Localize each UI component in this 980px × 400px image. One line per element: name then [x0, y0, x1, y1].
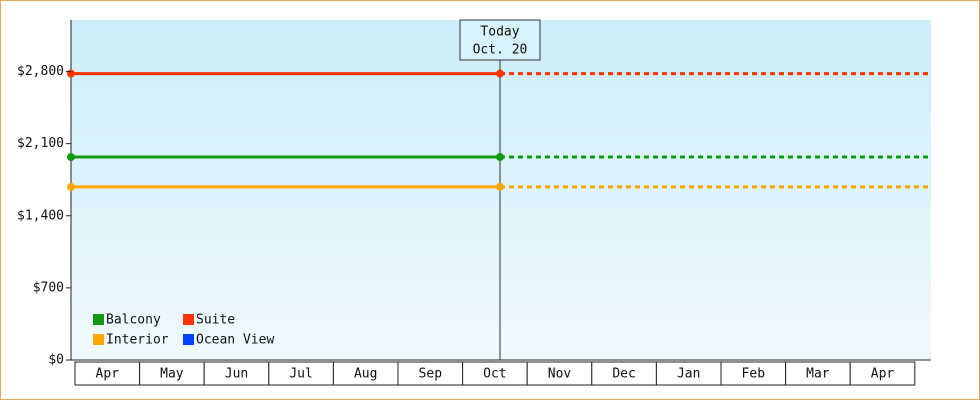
start-dot — [67, 69, 75, 78]
legend-swatch — [93, 314, 104, 325]
legend-label: Suite — [196, 313, 235, 328]
x-tick-label: Sep — [419, 367, 443, 382]
month-cell — [849, 361, 916, 386]
start-dot — [67, 182, 75, 191]
today-box — [459, 19, 541, 61]
x-tick-label: Aug — [354, 367, 377, 382]
y-tick-label: $0 — [48, 353, 64, 368]
x-tick-label: Jan — [677, 367, 700, 382]
legend-swatch — [93, 334, 104, 345]
x-tick-label: Dec — [612, 367, 635, 382]
y-tick-label: $2,800 — [17, 64, 64, 79]
y-tick-label: $700 — [33, 280, 64, 295]
x-tick-label: Feb — [742, 367, 766, 382]
legend-label: Interior — [106, 333, 169, 348]
x-tick-label: Apr — [96, 367, 120, 382]
today-title: Today — [480, 25, 519, 40]
legend-label: Balcony — [106, 313, 161, 328]
x-tick-label: Mar — [806, 367, 830, 382]
x-tick-label: Nov — [548, 367, 572, 382]
x-tick-label: Jul — [289, 367, 312, 382]
legend-label: Ocean View — [196, 333, 274, 348]
x-tick-label: Oct — [483, 367, 506, 382]
today-date: Oct. 20 — [473, 43, 528, 58]
today-dot — [496, 69, 504, 78]
y-tick-label: $1,400 — [17, 208, 64, 223]
legend-swatch — [183, 334, 194, 345]
x-tick-label: Jun — [225, 367, 248, 382]
start-dot — [67, 153, 75, 162]
x-tick-label: May — [160, 367, 184, 382]
y-tick-label: $2,100 — [17, 136, 64, 151]
today-dot — [496, 153, 504, 162]
legend-swatch — [183, 314, 194, 325]
today-dot — [496, 182, 504, 191]
x-tick-label: Apr — [871, 367, 895, 382]
